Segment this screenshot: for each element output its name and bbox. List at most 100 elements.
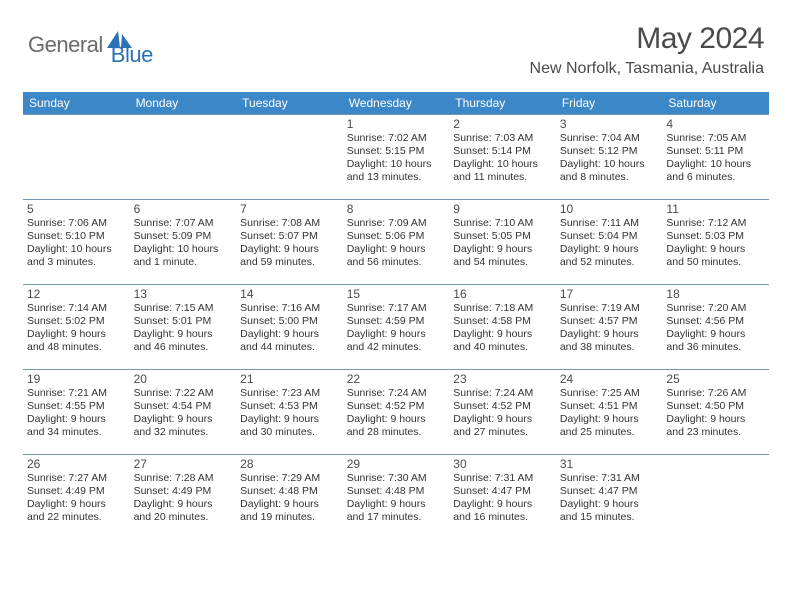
day-cell: 12Sunrise: 7:14 AMSunset: 5:02 PMDayligh… [23,285,130,369]
weekday-header: Tuesday [236,92,343,114]
week-row: 5Sunrise: 7:06 AMSunset: 5:10 PMDaylight… [23,199,769,284]
day-info: Sunrise: 7:06 AMSunset: 5:10 PMDaylight:… [27,217,126,270]
day-info: Sunrise: 7:03 AMSunset: 5:14 PMDaylight:… [453,132,552,185]
day-number: 27 [134,457,233,471]
day-number: 29 [347,457,446,471]
day-info: Sunrise: 7:19 AMSunset: 4:57 PMDaylight:… [560,302,659,355]
location: New Norfolk, Tasmania, Australia [530,60,764,78]
day-cell: 5Sunrise: 7:06 AMSunset: 5:10 PMDaylight… [23,200,130,284]
day-number: 23 [453,372,552,386]
week-row: 19Sunrise: 7:21 AMSunset: 4:55 PMDayligh… [23,369,769,454]
month-title: May 2024 [530,22,764,56]
calendar: SundayMondayTuesdayWednesdayThursdayFrid… [23,92,769,539]
day-cell: 6Sunrise: 7:07 AMSunset: 5:09 PMDaylight… [130,200,237,284]
day-cell: 1Sunrise: 7:02 AMSunset: 5:15 PMDaylight… [343,115,450,199]
day-number: 12 [27,287,126,301]
day-number: 17 [560,287,659,301]
day-number: 19 [27,372,126,386]
day-cell: 16Sunrise: 7:18 AMSunset: 4:58 PMDayligh… [449,285,556,369]
weekday-header: Saturday [662,92,769,114]
day-cell: 19Sunrise: 7:21 AMSunset: 4:55 PMDayligh… [23,370,130,454]
day-info: Sunrise: 7:25 AMSunset: 4:51 PMDaylight:… [560,387,659,440]
day-cell: 29Sunrise: 7:30 AMSunset: 4:48 PMDayligh… [343,455,450,539]
calendar-body: 1Sunrise: 7:02 AMSunset: 5:15 PMDaylight… [23,114,769,539]
day-number: 26 [27,457,126,471]
day-info: Sunrise: 7:16 AMSunset: 5:00 PMDaylight:… [240,302,339,355]
day-number: 9 [453,202,552,216]
day-cell [236,115,343,199]
week-row: 26Sunrise: 7:27 AMSunset: 4:49 PMDayligh… [23,454,769,539]
logo-text-general: General [28,32,103,58]
day-number: 21 [240,372,339,386]
day-cell: 30Sunrise: 7:31 AMSunset: 4:47 PMDayligh… [449,455,556,539]
day-number: 16 [453,287,552,301]
day-info: Sunrise: 7:31 AMSunset: 4:47 PMDaylight:… [560,472,659,525]
day-number: 18 [666,287,765,301]
day-cell: 14Sunrise: 7:16 AMSunset: 5:00 PMDayligh… [236,285,343,369]
day-info: Sunrise: 7:08 AMSunset: 5:07 PMDaylight:… [240,217,339,270]
day-cell: 2Sunrise: 7:03 AMSunset: 5:14 PMDaylight… [449,115,556,199]
weekday-header: Thursday [449,92,556,114]
day-info: Sunrise: 7:27 AMSunset: 4:49 PMDaylight:… [27,472,126,525]
day-cell: 23Sunrise: 7:24 AMSunset: 4:52 PMDayligh… [449,370,556,454]
weekday-header: Wednesday [343,92,450,114]
day-info: Sunrise: 7:23 AMSunset: 4:53 PMDaylight:… [240,387,339,440]
day-info: Sunrise: 7:22 AMSunset: 4:54 PMDaylight:… [134,387,233,440]
day-number: 14 [240,287,339,301]
day-info: Sunrise: 7:10 AMSunset: 5:05 PMDaylight:… [453,217,552,270]
day-info: Sunrise: 7:21 AMSunset: 4:55 PMDaylight:… [27,387,126,440]
day-cell: 17Sunrise: 7:19 AMSunset: 4:57 PMDayligh… [556,285,663,369]
day-number: 2 [453,117,552,131]
title-block: May 2024 New Norfolk, Tasmania, Australi… [530,22,764,78]
day-info: Sunrise: 7:05 AMSunset: 5:11 PMDaylight:… [666,132,765,185]
logo: General Blue [28,22,153,68]
day-cell [662,455,769,539]
day-info: Sunrise: 7:26 AMSunset: 4:50 PMDaylight:… [666,387,765,440]
day-number: 28 [240,457,339,471]
day-number: 30 [453,457,552,471]
day-info: Sunrise: 7:09 AMSunset: 5:06 PMDaylight:… [347,217,446,270]
day-cell: 11Sunrise: 7:12 AMSunset: 5:03 PMDayligh… [662,200,769,284]
day-info: Sunrise: 7:17 AMSunset: 4:59 PMDaylight:… [347,302,446,355]
day-info: Sunrise: 7:20 AMSunset: 4:56 PMDaylight:… [666,302,765,355]
day-cell: 18Sunrise: 7:20 AMSunset: 4:56 PMDayligh… [662,285,769,369]
day-cell: 25Sunrise: 7:26 AMSunset: 4:50 PMDayligh… [662,370,769,454]
day-info: Sunrise: 7:15 AMSunset: 5:01 PMDaylight:… [134,302,233,355]
day-info: Sunrise: 7:31 AMSunset: 4:47 PMDaylight:… [453,472,552,525]
day-cell: 3Sunrise: 7:04 AMSunset: 5:12 PMDaylight… [556,115,663,199]
day-cell: 31Sunrise: 7:31 AMSunset: 4:47 PMDayligh… [556,455,663,539]
day-info: Sunrise: 7:30 AMSunset: 4:48 PMDaylight:… [347,472,446,525]
day-number: 4 [666,117,765,131]
day-info: Sunrise: 7:14 AMSunset: 5:02 PMDaylight:… [27,302,126,355]
logo-text-blue: Blue [111,42,153,68]
day-info: Sunrise: 7:24 AMSunset: 4:52 PMDaylight:… [347,387,446,440]
day-number: 20 [134,372,233,386]
day-cell: 26Sunrise: 7:27 AMSunset: 4:49 PMDayligh… [23,455,130,539]
day-info: Sunrise: 7:12 AMSunset: 5:03 PMDaylight:… [666,217,765,270]
day-number: 22 [347,372,446,386]
day-info: Sunrise: 7:29 AMSunset: 4:48 PMDaylight:… [240,472,339,525]
day-cell [23,115,130,199]
day-number: 25 [666,372,765,386]
day-cell: 15Sunrise: 7:17 AMSunset: 4:59 PMDayligh… [343,285,450,369]
day-info: Sunrise: 7:18 AMSunset: 4:58 PMDaylight:… [453,302,552,355]
day-cell: 9Sunrise: 7:10 AMSunset: 5:05 PMDaylight… [449,200,556,284]
weekday-header: Sunday [23,92,130,114]
day-info: Sunrise: 7:07 AMSunset: 5:09 PMDaylight:… [134,217,233,270]
day-cell: 8Sunrise: 7:09 AMSunset: 5:06 PMDaylight… [343,200,450,284]
day-info: Sunrise: 7:24 AMSunset: 4:52 PMDaylight:… [453,387,552,440]
weekday-header: Monday [130,92,237,114]
day-info: Sunrise: 7:04 AMSunset: 5:12 PMDaylight:… [560,132,659,185]
day-info: Sunrise: 7:28 AMSunset: 4:49 PMDaylight:… [134,472,233,525]
day-cell: 13Sunrise: 7:15 AMSunset: 5:01 PMDayligh… [130,285,237,369]
weekday-header: Friday [556,92,663,114]
week-row: 1Sunrise: 7:02 AMSunset: 5:15 PMDaylight… [23,114,769,199]
day-cell: 7Sunrise: 7:08 AMSunset: 5:07 PMDaylight… [236,200,343,284]
day-number: 7 [240,202,339,216]
day-cell: 28Sunrise: 7:29 AMSunset: 4:48 PMDayligh… [236,455,343,539]
day-cell: 10Sunrise: 7:11 AMSunset: 5:04 PMDayligh… [556,200,663,284]
day-number: 24 [560,372,659,386]
day-number: 10 [560,202,659,216]
weekday-header-row: SundayMondayTuesdayWednesdayThursdayFrid… [23,92,769,114]
day-info: Sunrise: 7:11 AMSunset: 5:04 PMDaylight:… [560,217,659,270]
